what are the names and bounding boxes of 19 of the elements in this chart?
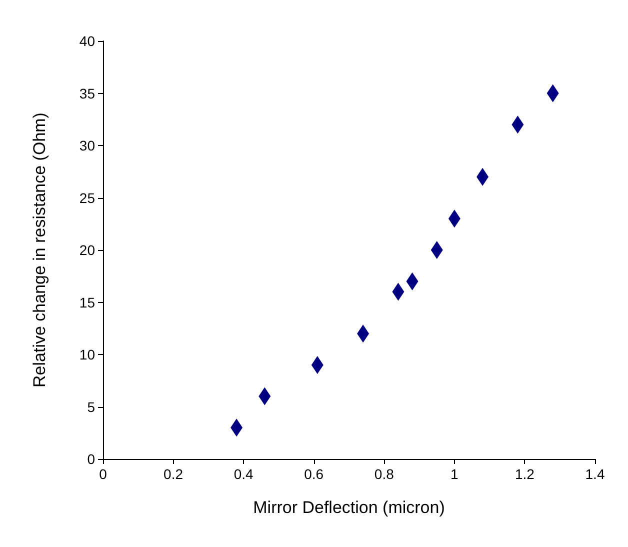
x-tick-label: 0.4	[234, 466, 254, 482]
x-tick-label: 1.4	[585, 466, 605, 482]
x-tick-label: 1	[450, 466, 459, 482]
y-tick-label: 40	[79, 33, 96, 49]
y-tick-label: 5	[87, 398, 96, 415]
y-axis-title: Relative change in resistance (Ohm)	[30, 112, 49, 388]
x-tick-label: 0	[99, 466, 108, 482]
x-tick-label: 0.6	[304, 466, 324, 482]
y-tick-label: 30	[79, 138, 96, 154]
y-tick-label: 20	[79, 242, 96, 258]
y-tick-label: 10	[79, 346, 96, 362]
y-tick-label: 25	[79, 190, 96, 206]
x-tick-label: 0.8	[374, 466, 394, 482]
x-axis-title: Mirror Deflection (micron)	[253, 498, 445, 517]
x-tick-label: 0.2	[164, 466, 184, 482]
y-tick-label: 0	[87, 451, 96, 467]
x-tick-label: 1.2	[514, 466, 535, 482]
y-tick-label: 15	[79, 294, 96, 310]
y-tick-label: 35	[79, 85, 96, 102]
